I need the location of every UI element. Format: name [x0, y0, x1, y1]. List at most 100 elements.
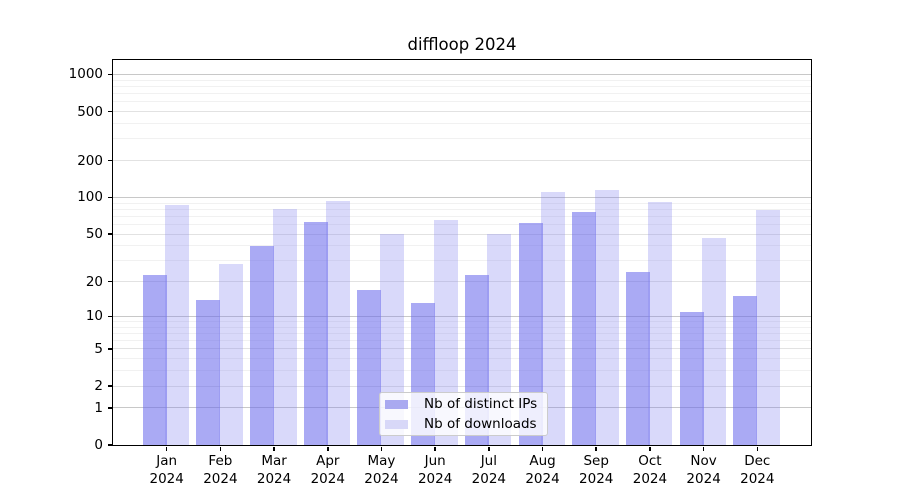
gridline-90 — [113, 202, 811, 204]
gridline-8 — [113, 326, 811, 328]
y-tick-label-500: 500 — [77, 103, 103, 120]
gridline-800 — [113, 85, 811, 87]
x-tick-6 — [434, 446, 436, 451]
x-tick-12 — [756, 446, 759, 451]
x-tick-3 — [273, 446, 275, 451]
y-tick-label-20: 20 — [85, 273, 103, 290]
gridline-80 — [113, 208, 811, 210]
bar-ips-sep — [572, 212, 597, 445]
y-tick-label-2: 2 — [94, 378, 103, 395]
gridline-6 — [113, 340, 811, 342]
bar-downloads-mar — [272, 208, 297, 445]
bar-downloads-feb — [218, 264, 243, 445]
gridline-900 — [113, 79, 811, 81]
bar-downloads-sep — [594, 189, 619, 445]
x-tick-10 — [649, 446, 651, 451]
y-tick-200 — [107, 159, 112, 162]
gridline-50 — [113, 233, 811, 235]
y-tick-1000 — [107, 73, 112, 76]
x-tick-label-mar: Mar 2024 — [256, 453, 292, 487]
y-tick-100 — [107, 196, 112, 199]
y-tick-500 — [107, 110, 112, 113]
legend-label-distinct-ips: Nb of distinct IPs — [424, 396, 538, 412]
plot-area — [113, 60, 811, 445]
gridline-100 — [113, 196, 811, 198]
bar-ips-nov — [679, 311, 704, 445]
bar-downloads-dec — [755, 209, 780, 445]
x-tick-label-jun: Jun 2024 — [417, 453, 453, 487]
gridline-300 — [113, 138, 811, 140]
y-tick-2 — [107, 385, 112, 387]
gridline-7 — [113, 332, 811, 334]
gridline-70 — [113, 215, 811, 217]
x-tick-1 — [165, 446, 168, 451]
y-tick-label-50: 50 — [85, 226, 103, 243]
x-tick-label-nov: Nov 2024 — [686, 453, 721, 487]
bar-ips-feb — [196, 299, 221, 445]
gridline-600 — [113, 101, 811, 103]
gridline-10 — [113, 315, 811, 317]
y-tick-label-10: 10 — [85, 308, 103, 325]
legend-item-distinct-ips: Nb of distinct IPs — [385, 396, 541, 413]
y-tick-label-1: 1 — [94, 399, 103, 416]
gridline-700 — [113, 93, 811, 95]
legend-swatch-distinct-ips — [385, 399, 408, 409]
y-tick-1 — [107, 407, 112, 409]
gridline-5 — [113, 348, 811, 350]
y-tick-label-1000: 1000 — [68, 66, 103, 83]
gridline-20 — [113, 281, 811, 283]
gridline-400 — [113, 122, 811, 124]
gridline-3 — [113, 370, 811, 372]
y-tick-50 — [107, 233, 112, 235]
y-tick-0 — [107, 444, 112, 446]
x-tick-8 — [541, 446, 544, 451]
chart-title: diffloop 2024 — [407, 35, 517, 54]
x-tick-label-jul: Jul 2024 — [471, 453, 507, 487]
gridline-40 — [113, 245, 811, 247]
y-tick-label-5: 5 — [94, 340, 103, 357]
legend-item-downloads: Nb of downloads — [385, 416, 541, 433]
bar-ips-apr — [303, 221, 328, 445]
x-tick-9 — [595, 446, 597, 451]
gridline-30 — [113, 260, 811, 262]
x-tick-4 — [327, 446, 329, 451]
x-tick-label-dec: Dec 2024 — [740, 453, 775, 487]
bar-downloads-apr — [326, 201, 351, 445]
gridline-4 — [113, 358, 811, 360]
y-tick-label-100: 100 — [77, 189, 103, 206]
legend: Nb of distinct IPs Nb of downloads — [379, 392, 548, 436]
bar-downloads-jan — [165, 205, 190, 445]
gridline-500 — [113, 111, 811, 113]
legend-swatch-downloads — [385, 419, 408, 429]
x-tick-7 — [488, 446, 490, 451]
y-tick-20 — [107, 280, 112, 283]
x-tick-11 — [702, 446, 705, 451]
bar-ips-jan — [142, 274, 167, 445]
x-tick-label-jan: Jan 2024 — [149, 453, 184, 487]
bar-ips-oct — [625, 272, 650, 445]
gridline-9 — [113, 320, 811, 322]
gridline-2 — [113, 385, 811, 387]
y-tick-10 — [107, 315, 112, 318]
gridline-200 — [113, 160, 811, 162]
x-tick-label-sep: Sep 2024 — [579, 453, 614, 487]
bar-downloads-nov — [702, 238, 727, 445]
gridline-1000 — [113, 73, 811, 75]
x-tick-label-aug: Aug 2024 — [525, 453, 560, 487]
bar-ips-may — [357, 289, 382, 445]
y-tick-label-200: 200 — [77, 152, 103, 169]
y-tick-label-0: 0 — [94, 437, 103, 453]
gridline-60 — [113, 224, 811, 225]
legend-label-downloads: Nb of downloads — [424, 416, 537, 432]
x-tick-5 — [380, 446, 383, 451]
x-tick-2 — [219, 446, 222, 451]
x-tick-label-may: May 2024 — [364, 453, 399, 487]
x-tick-label-apr: Apr 2024 — [310, 453, 345, 487]
x-tick-label-oct: Oct 2024 — [632, 453, 668, 487]
bar-ips-mar — [250, 245, 275, 445]
x-tick-label-feb: Feb 2024 — [203, 453, 238, 487]
bar-ips-dec — [733, 296, 758, 445]
y-tick-5 — [107, 348, 112, 350]
bar-downloads-oct — [648, 201, 673, 445]
